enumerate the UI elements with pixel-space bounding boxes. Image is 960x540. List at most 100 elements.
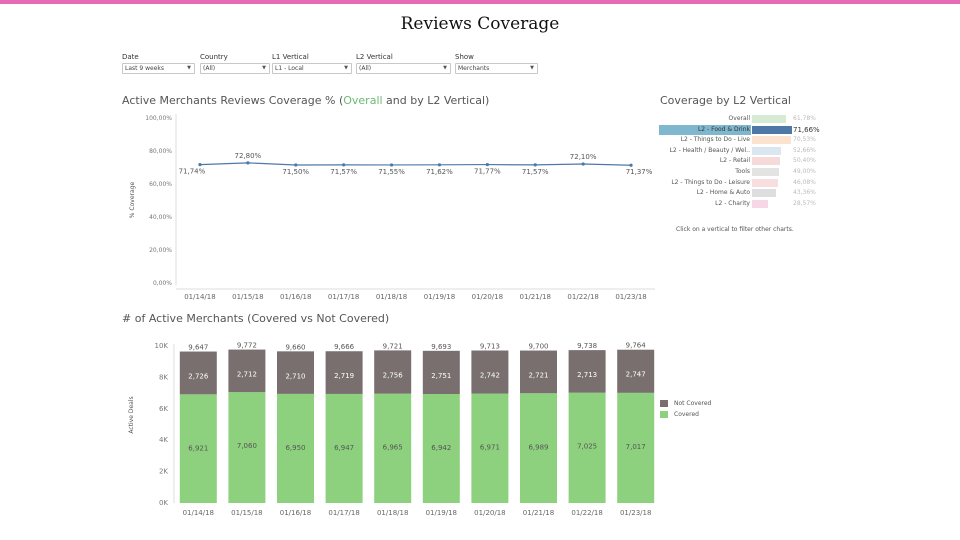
filter-label: L1 Vertical — [272, 53, 309, 61]
vertical-bar[interactable] — [752, 157, 780, 166]
bar-covered[interactable] — [325, 393, 363, 503]
filter-date: Date Last 9 weeks ▼ — [122, 53, 195, 74]
vertical-label: L2 - Things to Do - Live — [680, 136, 750, 144]
header-accent-bar — [0, 0, 960, 4]
bar-not-covered[interactable] — [325, 351, 363, 394]
chevron-down-icon: ▼ — [187, 65, 191, 71]
vertical-row[interactable]: L2 - Health / Beauty / Wel.. 52,66% — [659, 146, 821, 156]
vertical-value: 50,40% — [793, 157, 816, 165]
y-tick-label: 8K — [159, 373, 168, 381]
x-tick-label: 01/23/18 — [620, 509, 651, 517]
y-tick-label: 0K — [159, 499, 168, 507]
data-point[interactable] — [485, 162, 489, 167]
bar-not-covered[interactable] — [471, 350, 509, 394]
total-label: 9,700 — [528, 343, 548, 351]
covered-label: 7,060 — [237, 442, 257, 450]
data-point[interactable] — [198, 163, 202, 167]
l1-vertical-select[interactable]: L1 - Local ▼ — [272, 63, 352, 74]
page-title: Reviews Coverage — [400, 14, 560, 34]
not-covered-label: 2,726 — [188, 373, 209, 381]
data-point[interactable] — [342, 163, 346, 167]
bar-not-covered[interactable] — [228, 349, 266, 393]
bar-covered[interactable] — [179, 394, 217, 503]
data-label: 71,57% — [330, 168, 357, 176]
filter-value: L1 - Local — [275, 65, 304, 72]
not-covered-label: 2,742 — [480, 372, 500, 380]
bar-not-covered[interactable] — [179, 351, 217, 395]
data-point[interactable] — [294, 163, 298, 167]
vertical-bar[interactable] — [752, 146, 782, 155]
data-point[interactable] — [581, 162, 585, 166]
vertical-bar[interactable] — [752, 189, 777, 198]
data-label: 71,37% — [626, 168, 653, 176]
vertical-bar[interactable] — [752, 167, 780, 176]
legend-swatch — [660, 411, 668, 418]
vertical-value: 52,66% — [793, 146, 816, 154]
vertical-row[interactable]: L2 - Charity 28,57% — [659, 199, 821, 209]
data-label: 71,50% — [282, 168, 309, 176]
bar-not-covered[interactable] — [617, 349, 655, 393]
legend-item-covered[interactable]: Covered — [660, 409, 711, 420]
x-tick-label: 01/15/18 — [231, 509, 262, 517]
bar-covered[interactable] — [228, 392, 266, 503]
total-label: 9,713 — [480, 343, 500, 351]
vertical-label: Overall — [728, 115, 750, 122]
coverage-line-chart[interactable]: 0,00% 20,00% 40,00% 60,00% 80,00% 100,00% % Co… — [129, 114, 655, 301]
vertical-bar[interactable] — [752, 125, 792, 134]
legend-item-not-covered[interactable]: Not Covered — [660, 398, 711, 409]
vertical-row[interactable]: L2 - Things to Do - Live 70,53% — [659, 135, 821, 145]
vertical-row[interactable]: Tools 49,00% — [659, 167, 821, 177]
date-select[interactable]: Last 9 weeks ▼ — [122, 63, 195, 74]
x-tick-label: 01/21/18 — [520, 293, 551, 301]
x-tick-label: 01/19/18 — [424, 293, 455, 301]
x-tick-label: 01/14/18 — [183, 509, 214, 517]
total-label: 9,693 — [431, 343, 451, 351]
vertical-bar[interactable] — [752, 178, 778, 187]
data-point[interactable] — [437, 163, 442, 167]
bar-covered[interactable] — [471, 393, 509, 503]
data-point[interactable] — [389, 163, 394, 167]
show-select[interactable]: Merchants ▼ — [455, 63, 538, 74]
vertical-row[interactable]: L2 - Retail 50,40% — [659, 156, 821, 166]
data-label: 71,62% — [426, 168, 453, 176]
data-point[interactable] — [246, 161, 250, 165]
not-covered-label: 2,713 — [577, 371, 597, 379]
merchants-legend: Not Covered Covered — [660, 398, 711, 420]
bar-covered[interactable] — [520, 393, 557, 503]
data-point[interactable] — [533, 163, 537, 167]
bar-not-covered[interactable] — [422, 350, 460, 395]
x-tick-label: 01/16/18 — [280, 293, 311, 301]
bar-covered[interactable] — [374, 393, 412, 503]
bar-covered[interactable] — [568, 392, 606, 503]
bar-not-covered[interactable] — [374, 350, 412, 394]
vertical-bar[interactable] — [752, 136, 792, 145]
vertical-row[interactable]: Overall 61,78% — [659, 114, 821, 124]
y-tick-label: 20,00% — [149, 247, 172, 254]
total-label: 9,660 — [285, 343, 305, 351]
filter-l2-vertical: L2 Vertical (All) ▼ — [356, 53, 451, 74]
data-label: 71,77% — [474, 168, 501, 176]
x-tick-label: 01/22/18 — [571, 509, 602, 517]
chevron-down-icon: ▼ — [344, 65, 348, 71]
bar-covered[interactable] — [422, 394, 460, 503]
title-overall: Overall — [343, 94, 383, 107]
x-tick-label: 01/20/18 — [472, 293, 503, 301]
vertical-row[interactable]: L2 - Food & Drink 71,66% — [659, 124, 821, 135]
vertical-bar[interactable] — [752, 115, 787, 123]
y-tick-label: 100,00% — [145, 115, 172, 122]
bar-not-covered[interactable] — [277, 351, 314, 394]
bar-covered[interactable] — [277, 393, 314, 503]
merchants-bar-chart[interactable]: 0K 2K 4K 6K 8K 10K Active Deals 6,921 2,726 9,647… — [128, 342, 655, 517]
bar-not-covered[interactable] — [520, 350, 557, 394]
country-select[interactable]: (All) ▼ — [200, 63, 270, 74]
bar-covered[interactable] — [617, 392, 655, 503]
data-label: 71,57% — [522, 168, 549, 176]
l2-vertical-select[interactable]: (All) ▼ — [356, 63, 451, 74]
vertical-row[interactable]: L2 - Home & Auto 43,36% — [659, 188, 821, 198]
covered-label: 7,017 — [626, 443, 646, 451]
vertical-row[interactable]: L2 - Things to Do - Leisure 46,08% — [659, 178, 821, 188]
data-point[interactable] — [629, 163, 633, 167]
vertical-bar[interactable] — [752, 199, 768, 208]
bar-not-covered[interactable] — [568, 350, 606, 393]
